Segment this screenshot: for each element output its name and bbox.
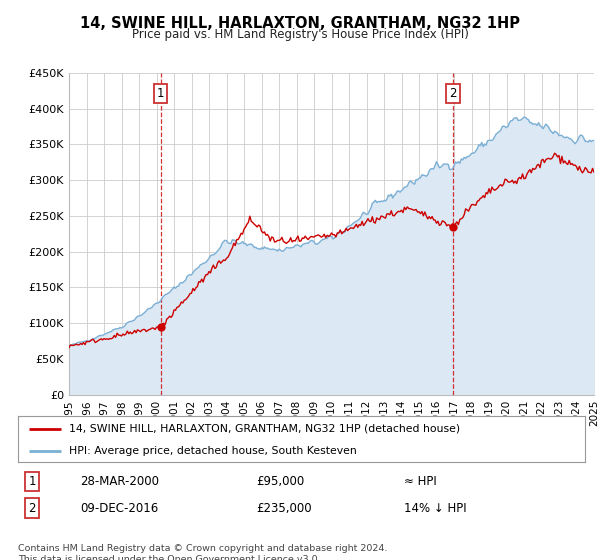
- Text: 14, SWINE HILL, HARLAXTON, GRANTHAM, NG32 1HP: 14, SWINE HILL, HARLAXTON, GRANTHAM, NG3…: [80, 16, 520, 31]
- Text: 1: 1: [28, 475, 36, 488]
- Text: ≈ HPI: ≈ HPI: [404, 475, 436, 488]
- Text: 09-DEC-2016: 09-DEC-2016: [80, 502, 158, 515]
- Text: £95,000: £95,000: [256, 475, 304, 488]
- Text: 1: 1: [157, 87, 164, 100]
- Text: 2: 2: [449, 87, 457, 100]
- Text: 28-MAR-2000: 28-MAR-2000: [80, 475, 160, 488]
- Text: 2: 2: [28, 502, 36, 515]
- Text: 14% ↓ HPI: 14% ↓ HPI: [404, 502, 466, 515]
- Text: £235,000: £235,000: [256, 502, 312, 515]
- Text: Contains HM Land Registry data © Crown copyright and database right 2024.
This d: Contains HM Land Registry data © Crown c…: [18, 544, 388, 560]
- Text: 14, SWINE HILL, HARLAXTON, GRANTHAM, NG32 1HP (detached house): 14, SWINE HILL, HARLAXTON, GRANTHAM, NG3…: [69, 424, 460, 434]
- Text: HPI: Average price, detached house, South Kesteven: HPI: Average price, detached house, Sout…: [69, 446, 357, 455]
- Text: Price paid vs. HM Land Registry's House Price Index (HPI): Price paid vs. HM Land Registry's House …: [131, 28, 469, 41]
